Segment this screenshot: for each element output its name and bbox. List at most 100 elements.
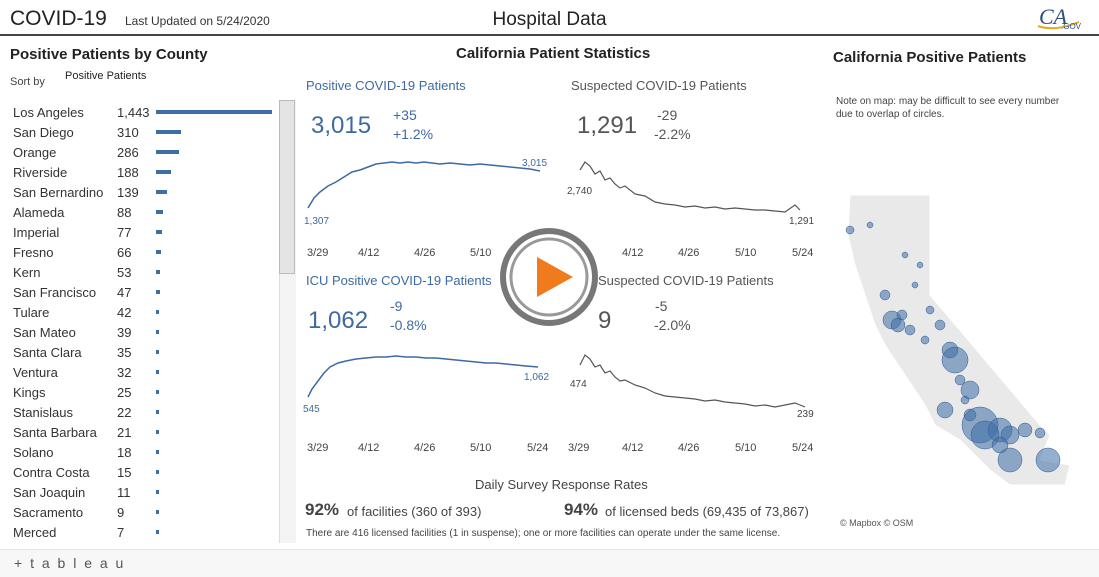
survey-title: Daily Survey Response Rates bbox=[475, 477, 648, 492]
county-value: 188 bbox=[117, 165, 139, 180]
tick-label: 5/10 bbox=[735, 442, 757, 454]
county-name: Los Angeles bbox=[13, 105, 84, 120]
county-name: Alameda bbox=[13, 205, 65, 220]
page-title: Hospital Data bbox=[492, 9, 607, 30]
app-title: COVID-19 bbox=[10, 7, 107, 30]
stats-title: California Patient Statistics bbox=[456, 45, 651, 62]
county-bar bbox=[156, 250, 161, 254]
county-scroll-thumb[interactable] bbox=[279, 100, 295, 274]
county-value: 35 bbox=[117, 345, 132, 360]
county-value: 39 bbox=[117, 325, 132, 340]
last-updated: Last Updated on 5/24/2020 bbox=[125, 14, 270, 28]
county-value: 22 bbox=[117, 405, 132, 420]
county-bar bbox=[156, 470, 159, 474]
county-value: 139 bbox=[117, 185, 139, 200]
county-value: 47 bbox=[117, 285, 132, 300]
footer-bar bbox=[0, 549, 1099, 577]
tick-label: 4/12 bbox=[358, 247, 380, 259]
suspected-pct: -2.2% bbox=[654, 126, 691, 142]
county-bar bbox=[156, 190, 167, 194]
tick-label: 4/26 bbox=[414, 247, 436, 259]
california-map[interactable] bbox=[840, 185, 1080, 495]
county-panel-title: Positive Patients by County bbox=[10, 46, 208, 63]
svg-text:545: 545 bbox=[303, 404, 320, 415]
icu-suspected-pct: -2.0% bbox=[654, 317, 691, 333]
tick-label: 5/10 bbox=[735, 247, 757, 259]
svg-text:3,015: 3,015 bbox=[522, 158, 547, 169]
tick-label: 5/10 bbox=[470, 442, 492, 454]
map-note: Note on map: may be difficult to see eve… bbox=[836, 96, 1060, 120]
county-bar bbox=[156, 490, 159, 494]
county-bar bbox=[156, 110, 272, 114]
county-name: Orange bbox=[13, 145, 57, 160]
svg-text:.GOV: .GOV bbox=[1061, 22, 1082, 31]
county-bar bbox=[156, 450, 159, 454]
county-value: 32 bbox=[117, 365, 132, 380]
svg-text:1,062: 1,062 bbox=[524, 372, 549, 383]
positive-label: Positive COVID-19 Patients bbox=[306, 78, 466, 93]
county-bar bbox=[156, 350, 159, 354]
tick-label: 3/29 bbox=[568, 442, 590, 454]
county-bar bbox=[156, 290, 160, 294]
tableau-logo[interactable]: + t a b l e a u bbox=[14, 555, 126, 571]
county-bar bbox=[156, 210, 163, 214]
facilities-percent: 92% bbox=[305, 500, 340, 519]
county-name: Santa Barbara bbox=[13, 425, 97, 440]
county-name: Riverside bbox=[13, 165, 68, 180]
county-name: Merced bbox=[13, 525, 57, 540]
county-bar bbox=[156, 130, 181, 134]
svg-text:CA: CA bbox=[1039, 4, 1068, 29]
tick-label: 4/12 bbox=[622, 442, 644, 454]
county-value: 15 bbox=[117, 465, 132, 480]
county-bar bbox=[156, 410, 159, 414]
county-value: 310 bbox=[117, 125, 139, 140]
header-bar bbox=[0, 0, 1099, 36]
tick-label: 3/29 bbox=[307, 442, 329, 454]
tick-label: 4/26 bbox=[678, 247, 700, 259]
county-name: Kings bbox=[13, 385, 46, 400]
icu-suspected-sparkline: 474 239 bbox=[570, 354, 814, 420]
county-bar bbox=[156, 370, 159, 374]
county-value: 21 bbox=[117, 425, 132, 440]
icu-pct: -0.8% bbox=[390, 317, 427, 333]
icu-suspected-label: Suspected COVID-19 Patients bbox=[598, 273, 774, 288]
tick-label: 3/29 bbox=[307, 247, 329, 259]
county-name: Ventura bbox=[13, 365, 58, 380]
county-name: San Mateo bbox=[13, 325, 76, 340]
icu-change: -9 bbox=[390, 298, 403, 314]
tick-label: 4/12 bbox=[358, 442, 380, 454]
county-name: San Bernardino bbox=[13, 185, 104, 200]
suspected-sparkline: 2,740 1,291 bbox=[567, 161, 814, 227]
county-value: 88 bbox=[117, 205, 132, 220]
county-name: Tulare bbox=[13, 305, 50, 320]
county-name: Fresno bbox=[13, 245, 54, 260]
play-button[interactable] bbox=[499, 227, 599, 327]
icu-label: ICU Positive COVID-19 Patients bbox=[306, 273, 492, 288]
county-value: 42 bbox=[117, 305, 132, 320]
county-value: 77 bbox=[117, 225, 132, 240]
ca-gov-logo[interactable]: CA .GOV bbox=[1035, 2, 1083, 32]
tick-label: 5/24 bbox=[792, 442, 814, 454]
map-title: California Positive Patients bbox=[833, 49, 1027, 66]
sort-dropdown[interactable]: Positive Patients bbox=[65, 70, 147, 82]
map-credit: © Mapbox © OSM bbox=[840, 518, 914, 528]
svg-text:1,291: 1,291 bbox=[789, 216, 814, 227]
tick-label: 4/26 bbox=[678, 442, 700, 454]
county-name: Sacramento bbox=[13, 505, 84, 520]
svg-text:474: 474 bbox=[570, 379, 587, 390]
county-name: San Francisco bbox=[13, 285, 97, 300]
positive-sparkline: 1,307 3,015 bbox=[304, 158, 547, 227]
play-icon bbox=[537, 257, 573, 297]
county-value: 7 bbox=[117, 525, 125, 540]
facilities-text: of facilities (360 of 393) bbox=[347, 504, 482, 519]
county-bar bbox=[156, 390, 159, 394]
county-name: Solano bbox=[13, 445, 54, 460]
county-name: San Diego bbox=[13, 125, 74, 140]
positive-value: 3,015 bbox=[311, 112, 372, 139]
suspected-label: Suspected COVID-19 Patients bbox=[571, 78, 747, 93]
county-bar bbox=[156, 310, 159, 314]
county-value: 9 bbox=[117, 505, 125, 520]
county-name: Imperial bbox=[13, 225, 60, 240]
county-value: 1,443 bbox=[117, 105, 150, 120]
suspected-change: -29 bbox=[657, 107, 678, 123]
